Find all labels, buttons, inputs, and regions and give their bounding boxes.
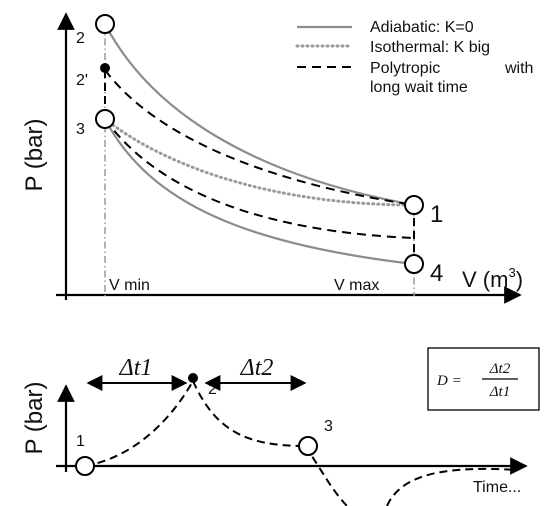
top-pv-plot: 2 2' 3 1 4 P (bar) V (m3) V min V max Ad… xyxy=(21,12,533,304)
formula-lhs: D = xyxy=(436,373,462,389)
bottom-state-3-marker xyxy=(298,436,318,456)
pressure-rise-curve xyxy=(84,380,194,467)
legend-isothermal-label: Isothermal: K big xyxy=(370,39,490,56)
legend: Adiabatic: K=0 Isothermal: K big Polytro… xyxy=(295,19,533,96)
legend-adiabatic-label: Adiabatic: K=0 xyxy=(370,19,474,36)
bottom-state-2prime-marker xyxy=(188,373,198,383)
formula-denominator: Δt1 xyxy=(489,384,510,400)
x-axis-unit-superscript: 3 xyxy=(508,265,515,280)
dt1-label: Δt1 xyxy=(119,355,153,381)
legend-polytropic-label-line1-tail: with xyxy=(504,60,533,77)
state-1-marker xyxy=(404,195,424,215)
legend-polytropic-label-line2: long wait time xyxy=(370,79,468,96)
x-axis-label-close: ) xyxy=(516,267,523,292)
pressure-relax-curve xyxy=(192,380,306,447)
state-3-marker xyxy=(95,109,115,129)
bottom-x-axis-label: Time... xyxy=(473,479,521,496)
state-2prime-marker xyxy=(100,63,110,73)
adiabatic-expansion-curve xyxy=(104,118,415,266)
bottom-y-axis-label: P (bar) xyxy=(21,382,48,455)
polytropic-compression-curve xyxy=(104,69,415,206)
state-3-label: 3 xyxy=(76,121,85,138)
isothermal-curve xyxy=(103,117,416,207)
bottom-state-1-marker xyxy=(75,456,95,476)
polytropic-expansion-curve xyxy=(104,118,415,239)
top-x-axis-label: V (m3) xyxy=(462,265,523,292)
dt2-label: Δt2 xyxy=(240,355,274,381)
state-2-marker xyxy=(95,14,115,34)
vmax-label: V max xyxy=(334,277,379,294)
bottom-pt-plot: 1 2' 3 Δt1 Δt2 P (bar) Time... D = Δt2 Δ… xyxy=(21,347,540,506)
bottom-state-3-label: 3 xyxy=(324,418,333,435)
legend-polytropic-label-line1: Polytropic xyxy=(370,60,440,77)
state-1-label: 1 xyxy=(430,201,443,228)
adiabatic-compression-curve xyxy=(104,23,415,207)
state-2-label: 2 xyxy=(76,30,85,47)
formula-numerator: Δt2 xyxy=(489,361,511,377)
state-4-label: 4 xyxy=(430,260,443,287)
state-2prime-label: 2' xyxy=(76,72,88,89)
pressure-recovery-curve xyxy=(386,467,519,506)
state-4-marker xyxy=(404,254,424,274)
x-axis-label-text: V (m xyxy=(462,267,508,292)
vmin-label: V min xyxy=(109,277,150,294)
duty-formula-box: D = Δt2 Δt1 xyxy=(427,347,540,411)
bottom-state-1-label: 1 xyxy=(76,433,85,450)
top-y-axis-label: P (bar) xyxy=(21,119,48,192)
